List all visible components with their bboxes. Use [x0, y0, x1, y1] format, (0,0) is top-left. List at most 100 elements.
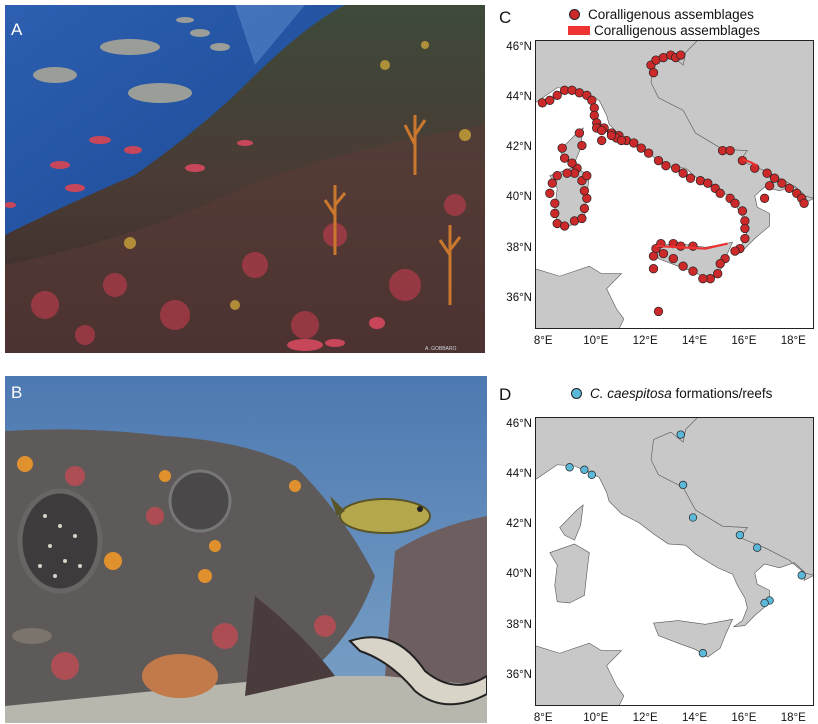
coralligenous-area-segment: [655, 242, 728, 250]
y-tick-label: 36°N: [506, 291, 532, 304]
caespitosa-point: [580, 465, 589, 474]
caespitosa-point: [735, 530, 745, 540]
map-d-plot: [535, 417, 814, 706]
caespitosa-point: [678, 480, 688, 490]
panel-label-c: C: [499, 8, 512, 27]
y-tick-label: 38°N: [506, 241, 532, 254]
map-frame: [535, 40, 814, 329]
caespitosa-point: [797, 571, 806, 580]
y-tick-label: 44°N: [506, 467, 532, 480]
coralligenous-point: [597, 125, 607, 136]
coralligenous-point: [658, 248, 669, 259]
coralligenous-point: [648, 264, 659, 274]
x-tick-label: 16°E: [731, 712, 757, 724]
illustration-b-drawing: [5, 376, 487, 723]
coralligenous-point: [577, 140, 587, 151]
coralligenous-point: [740, 233, 750, 244]
coralligenous-point: [678, 261, 688, 271]
map-d: [535, 417, 814, 706]
coralligenous-point: [653, 155, 664, 166]
legend-item-area: Coralligenous assemblages: [568, 22, 760, 38]
coralligenous-point: [688, 266, 698, 276]
coralligenous-point: [597, 135, 607, 146]
coralligenous-point: [730, 246, 740, 256]
x-tick-label: 10°E: [583, 335, 609, 347]
coralligenous-point: [698, 274, 708, 284]
coralligenous-point: [762, 168, 772, 178]
legend-dot-icon: [571, 387, 582, 399]
x-tick-label: 10°E: [583, 712, 609, 724]
coralligenous-point: [577, 213, 587, 224]
caespitosa-point: [688, 513, 698, 522]
coralligenous-point: [678, 168, 688, 178]
coralligenous-point: [725, 145, 735, 156]
coralligenous-point: [784, 183, 794, 193]
coralligenous-point: [550, 198, 560, 208]
x-tick-label: 14°E: [682, 712, 708, 724]
caespitosa-point: [760, 598, 769, 608]
coralligenous-point: [730, 198, 740, 208]
coralligenous-point: [685, 173, 696, 183]
y-tick-label: 44°N: [506, 90, 532, 103]
coralligenous-area-segment: [742, 158, 758, 167]
y-tick-label: 46°N: [506, 40, 532, 53]
x-tick-label: 14°E: [682, 335, 708, 347]
coralligenous-point: [769, 173, 780, 183]
legend-label-rest: formations/reefs: [671, 385, 773, 401]
map-c-plot: [535, 40, 814, 329]
y-tick-label: 38°N: [506, 618, 532, 631]
coralligenous-point: [648, 251, 659, 261]
y-tick-label: 42°N: [506, 141, 532, 154]
coralligenous-point: [703, 178, 713, 188]
x-tick-label: 8°E: [533, 335, 553, 347]
coralligenous-point: [559, 153, 570, 163]
coralligenous-point: [547, 178, 557, 188]
legend-label-species: C. caespitosa: [590, 385, 672, 401]
coralligenous-point: [671, 163, 681, 173]
caespitosa-point: [565, 463, 574, 472]
coralligenous-point: [799, 198, 809, 208]
coralligenous-point: [582, 171, 592, 181]
y-tick-label: 40°N: [506, 191, 532, 204]
legend-label-points: Coralligenous assemblages: [588, 6, 754, 22]
coralligenous-point: [567, 158, 577, 168]
coralligenous-point: [759, 193, 770, 203]
coralligenous-point: [713, 269, 723, 279]
coralligenous-point: [562, 168, 572, 178]
map-c: [535, 40, 814, 329]
legend-area-icon: [568, 25, 590, 35]
legend-label-area: Coralligenous assemblages: [594, 22, 760, 38]
land-corsica: [559, 504, 584, 541]
x-tick-label: 18°E: [780, 335, 806, 347]
legend-item-points: Coralligenous assemblages: [569, 6, 760, 22]
coralligenous-point: [636, 143, 646, 153]
panel-label-a: A: [11, 20, 23, 39]
caespitosa-point: [698, 649, 708, 658]
coralligenous-point: [545, 95, 555, 105]
y-tick-label: 36°N: [506, 668, 532, 681]
coralligenous-point: [737, 206, 748, 216]
illustration-a-drawing: [5, 5, 485, 353]
caespitosa-point: [753, 543, 762, 552]
land-africa: [535, 265, 625, 329]
x-tick-label: 12°E: [632, 335, 658, 347]
coralligenous-point: [715, 188, 725, 198]
coralligenous-point: [579, 186, 590, 196]
coralligenous-point: [606, 130, 617, 141]
illustration-coralligenous-cliff: A A. GOBBARO: [5, 5, 485, 353]
legend-dot-icon: [569, 8, 580, 20]
coralligenous-point: [764, 181, 775, 191]
y-tick-label: 40°N: [506, 568, 532, 581]
panel-label-b: B: [11, 383, 23, 402]
coralligenous-point: [668, 253, 678, 264]
coralligenous-point: [557, 143, 567, 153]
coralligenous-point: [777, 178, 787, 188]
x-tick-label: 12°E: [632, 712, 658, 724]
legend-c: Coralligenous assemblages Coralligenous …: [568, 6, 760, 38]
coralligenous-point: [715, 259, 725, 269]
x-tick-label: 18°E: [780, 712, 806, 724]
coralligenous-point: [559, 221, 570, 231]
land-sardinia: [549, 543, 590, 604]
map-frame: [535, 417, 814, 706]
coralligenous-point: [552, 90, 562, 100]
